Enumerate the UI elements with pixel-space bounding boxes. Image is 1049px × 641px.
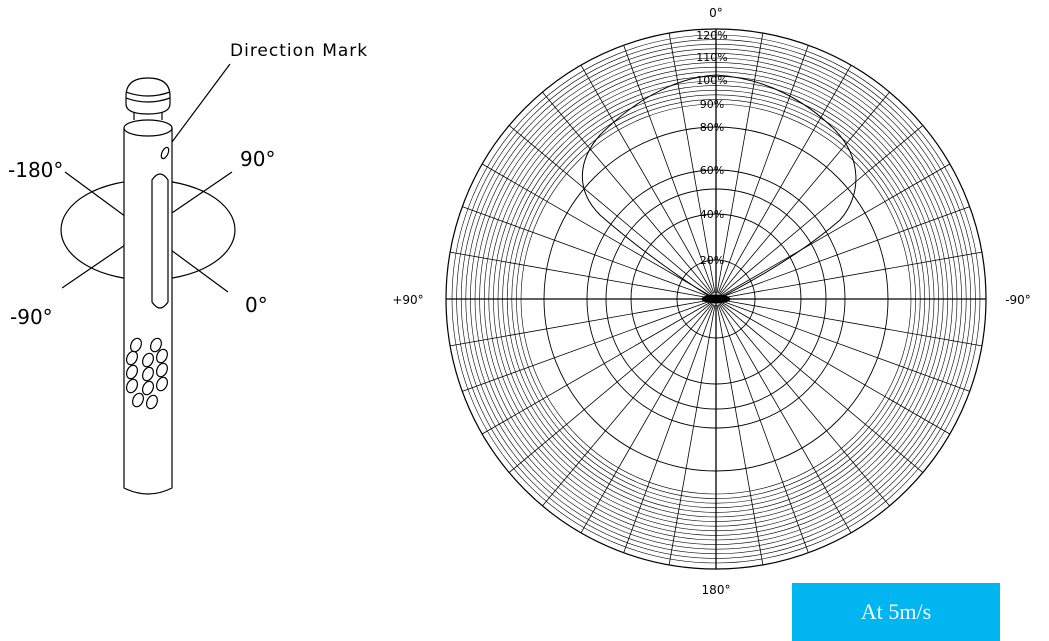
directivity-curve — [581, 74, 857, 301]
polar-radial — [719, 303, 890, 507]
sensor-hole — [145, 394, 159, 410]
polar-radial — [721, 300, 970, 392]
polar-radial — [623, 304, 715, 553]
polar-radial — [720, 301, 951, 435]
angle-label: 90° — [240, 147, 275, 171]
sensor-holes — [125, 337, 169, 410]
polar-radial — [720, 125, 924, 296]
ring-label: 90% — [700, 98, 724, 111]
polar-angle-label: +90° — [392, 293, 423, 307]
sensor-hole — [155, 362, 169, 378]
polar-radial — [542, 303, 713, 507]
polar-radial — [508, 302, 712, 473]
polar-radial — [462, 206, 711, 298]
polar-radial — [508, 125, 712, 296]
sensor-hole — [149, 337, 163, 353]
polar-radial — [721, 299, 982, 347]
polar-radial — [668, 33, 716, 294]
polar-radial — [716, 33, 764, 294]
caption: At 5m/s — [792, 583, 1000, 641]
sensor-hole — [125, 350, 139, 366]
sensor-hole — [141, 366, 155, 382]
ring-label: 120% — [696, 29, 727, 42]
angle-label: 0° — [245, 293, 268, 317]
polar-radial — [721, 206, 970, 298]
polar-radial — [462, 300, 711, 392]
polar-radial — [580, 303, 714, 534]
polar-radial — [481, 301, 712, 435]
sensor-slot — [151, 173, 169, 309]
polar-angle-label: -90° — [1005, 293, 1031, 307]
direction-mark — [160, 146, 170, 160]
polar-radial — [580, 64, 714, 295]
ring-label: 110% — [696, 51, 727, 64]
polar-radial — [718, 64, 852, 295]
sensor-hole — [125, 364, 139, 380]
leader-line — [171, 63, 231, 143]
polar-radial — [668, 304, 716, 565]
ring-label: 20% — [700, 254, 724, 267]
polar-radial — [450, 299, 711, 347]
polar-radial — [719, 91, 890, 295]
sensor-cap-ridge — [125, 91, 171, 103]
sensor-hole — [131, 392, 145, 408]
sensor-hole — [125, 378, 139, 394]
polar-radial — [717, 304, 809, 553]
polar-angle-label: 0° — [709, 6, 723, 20]
polar-radial — [716, 304, 764, 565]
polar-radial — [542, 91, 713, 295]
polar-radial — [717, 45, 809, 294]
sensor-hole — [155, 376, 169, 392]
ring-label: 40% — [700, 208, 724, 221]
sensor-body — [123, 128, 173, 495]
sensor-hole — [141, 352, 155, 368]
sensor-drawing — [60, 63, 236, 495]
polar-angle-label: 180° — [702, 583, 731, 597]
sensor-hole — [141, 380, 155, 396]
polar-radial — [721, 251, 982, 299]
ring-label: 80% — [700, 121, 724, 134]
polar-radial — [450, 251, 711, 299]
polar-center — [701, 294, 731, 304]
polar-radial — [720, 302, 924, 473]
angle-label: -180° — [8, 158, 63, 182]
sensor-top — [123, 119, 173, 137]
angle-label: -90° — [10, 305, 53, 329]
polar-radial — [623, 45, 715, 294]
ring-label: 100% — [696, 74, 727, 87]
polar-radial — [481, 163, 712, 297]
direction-mark-label: Direction Mark — [230, 41, 368, 61]
ring-label: 60% — [700, 164, 724, 177]
polar-radial — [718, 303, 852, 534]
sensor-hole — [155, 348, 169, 364]
polar-radial — [720, 163, 951, 297]
polar-grid — [445, 28, 987, 570]
